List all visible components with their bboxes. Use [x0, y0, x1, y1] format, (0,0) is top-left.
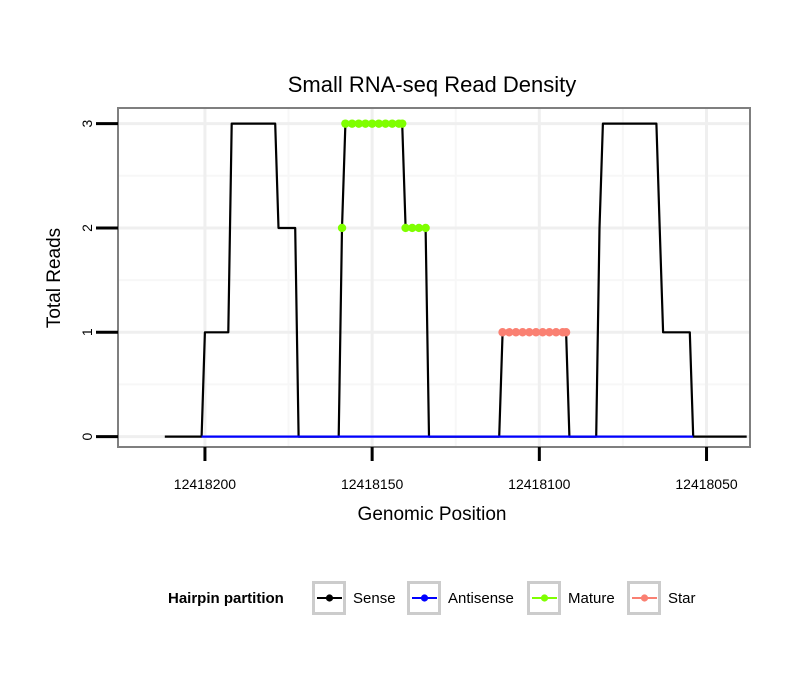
- star-point: [505, 328, 514, 337]
- legend-key-point-mature: [540, 594, 549, 602]
- mature-point: [421, 223, 430, 233]
- mature-point: [408, 223, 417, 233]
- mature-point: [337, 223, 347, 233]
- x-axis-title: Genomic Position: [358, 504, 507, 525]
- star-point: [511, 328, 521, 337]
- legend-key-point-sense: [325, 594, 334, 602]
- plot-panel: [118, 108, 750, 447]
- legend-label-sense: Sense: [353, 590, 396, 607]
- legend-key-point-star: [640, 594, 649, 602]
- star-point: [525, 328, 534, 337]
- y-tick-label: 1: [79, 328, 95, 336]
- chart-title: Small RNA-seq Read Density: [288, 72, 577, 97]
- star-point: [518, 328, 527, 337]
- star-point: [498, 328, 507, 337]
- x-tick-label: 12418100: [508, 476, 571, 492]
- legend: Hairpin partition Sense Antisense Mature St…: [168, 581, 696, 615]
- mature-point: [361, 119, 370, 128]
- legend-label-star: Star: [668, 590, 696, 607]
- mature-point: [367, 119, 377, 128]
- legend-label-mature: Mature: [568, 590, 615, 607]
- y-axis-title: Total Reads: [44, 228, 65, 328]
- mature-point: [341, 119, 350, 128]
- star-point: [551, 328, 561, 337]
- mature-point: [398, 119, 407, 128]
- legend-title: Hairpin partition: [168, 590, 284, 607]
- axis-layer: 12418200 12418150 12418100 12418050 0 1 2 3: [79, 120, 738, 492]
- series-layer: [164, 119, 747, 438]
- y-tick-label: 3: [79, 120, 95, 128]
- grid-layer: [118, 108, 750, 447]
- star-point: [531, 328, 541, 337]
- plot-panel-border: [117, 107, 751, 448]
- mature-point: [374, 119, 384, 128]
- y-tick-label: 0: [79, 432, 95, 440]
- mature-point: [381, 119, 390, 128]
- mature-point: [347, 119, 357, 128]
- legend-key-point-antisense: [420, 594, 429, 602]
- x-tick-label: 12418050: [675, 476, 738, 492]
- mature-point: [354, 119, 363, 128]
- star-point: [538, 328, 547, 337]
- star-point: [545, 328, 554, 337]
- legend-label-antisense: Antisense: [448, 590, 514, 607]
- mature-point: [388, 119, 397, 128]
- mature-point: [414, 223, 424, 233]
- x-tick-label: 12418150: [341, 476, 404, 492]
- y-tick-label: 2: [79, 224, 95, 232]
- star-point: [561, 328, 571, 337]
- mature-point: [401, 223, 410, 233]
- x-tick-label: 12418200: [174, 476, 237, 492]
